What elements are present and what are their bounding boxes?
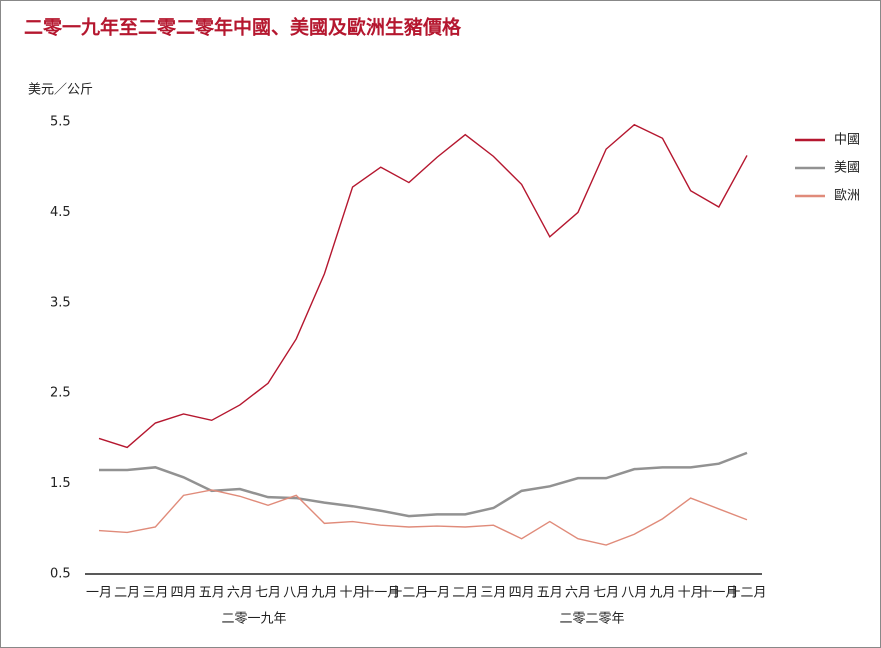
x-tick-label: 九月 [649,586,675,601]
x-tick-label: 六月 [227,586,253,601]
group-label: 二零一九年 [221,612,286,627]
x-tick-label: 十二月 [727,586,766,601]
x-tick-label: 二月 [114,586,140,601]
x-tick-label: 六月 [565,586,591,601]
y-tick-label: 4.5 [50,205,71,220]
x-tick-label: 四月 [171,586,197,601]
x-tick-label: 七月 [255,586,281,601]
legend-label: 美國 [834,161,860,176]
x-tick-label: 三月 [480,586,506,601]
x-tick-label: 十二月 [389,586,428,601]
x-tick-label: 十一月 [699,586,738,601]
x-tick-label: 八月 [283,586,309,601]
y-tick-label: 3.5 [50,295,71,310]
x-tick-label: 十月 [678,586,704,601]
chart-title: 二零一九年至二零二零年中國、美國及歐洲生豬價格 [24,16,462,39]
x-tick-label: 七月 [593,586,619,601]
x-tick-label: 九月 [311,586,337,601]
legend-label: 歐洲 [834,189,860,204]
group-label: 二零二零年 [560,612,625,627]
x-tick-label: 一月 [424,586,450,601]
x-tick-label: 四月 [509,586,535,601]
x-tick-label: 十一月 [361,586,400,601]
series-line [98,489,748,546]
x-tick-label: 一月 [86,586,112,601]
series-line [98,123,748,449]
y-tick-label: 5.5 [50,115,71,130]
y-tick-label: 0.5 [50,567,71,582]
y-tick-label: 2.5 [50,386,71,401]
legend-label: 中國 [834,133,860,148]
x-tick-label: 五月 [199,586,225,601]
x-tick-label: 五月 [537,586,563,601]
series-line [99,451,748,518]
y-tick-label: 1.5 [50,476,71,491]
x-tick-label: 八月 [621,586,647,601]
y-axis-label: 美元／公斤 [28,83,93,98]
x-tick-label: 十月 [340,586,366,601]
x-tick-label: 二月 [452,586,478,601]
x-tick-label: 三月 [142,586,168,601]
